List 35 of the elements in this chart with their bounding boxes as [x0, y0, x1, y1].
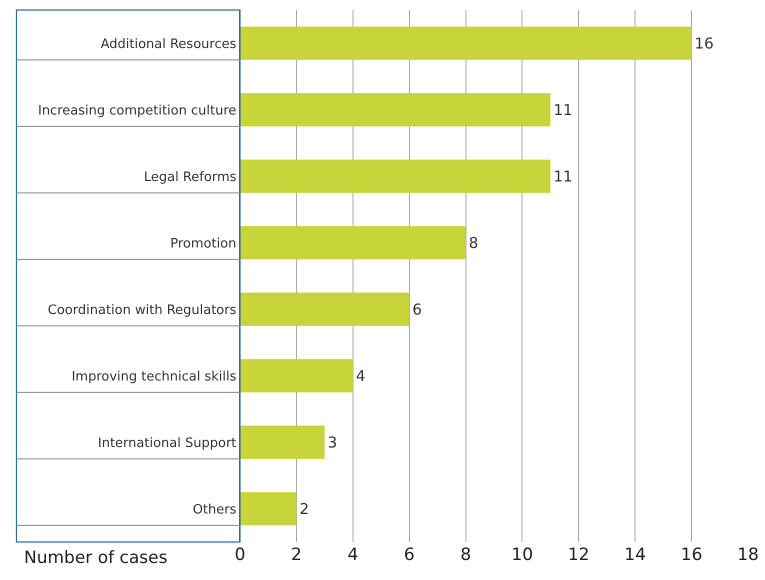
y-tick-label: Promotion: [170, 236, 236, 252]
x-tick-label: 12: [568, 545, 590, 565]
x-axis-title: Number of cases: [24, 548, 168, 568]
x-tick-label: 4: [347, 545, 358, 565]
data-label: 11: [553, 100, 573, 119]
bar: [240, 426, 325, 459]
bar: [240, 359, 353, 392]
bar: [240, 492, 296, 526]
data-label: 8: [468, 234, 478, 252]
y-tick-label: Increasing competition culture: [38, 103, 236, 118]
data-label: 2: [299, 500, 309, 518]
data-label: 4: [356, 366, 366, 385]
x-tick-label: 18: [737, 545, 759, 565]
y-tick-label: Coordination with Regulators: [48, 302, 237, 318]
data-label: 3: [328, 433, 338, 452]
bar: [240, 93, 550, 126]
bar: [240, 160, 550, 193]
y-tick-label: Additional Resources: [100, 36, 237, 52]
x-tick-label: 0: [234, 545, 246, 565]
bar: [240, 292, 410, 326]
x-tick-label: 10: [511, 545, 534, 565]
bar: [240, 26, 692, 60]
x-tick-label: 16: [680, 545, 702, 565]
bar: [240, 226, 466, 260]
data-label: 11: [553, 167, 573, 186]
y-tick-label: International Support: [98, 436, 236, 451]
y-tick-label: Legal Reforms: [144, 170, 237, 185]
y-tick-label: Others: [192, 502, 237, 518]
x-tick-label: 2: [291, 545, 302, 565]
x-tick-label: 8: [460, 545, 472, 565]
data-label: 6: [412, 300, 422, 318]
x-tick-label: 14: [624, 545, 646, 565]
x-tick-label: 6: [404, 545, 415, 565]
y-tick-label: Improving technical skills: [72, 369, 237, 384]
data-label: 16: [694, 34, 714, 52]
